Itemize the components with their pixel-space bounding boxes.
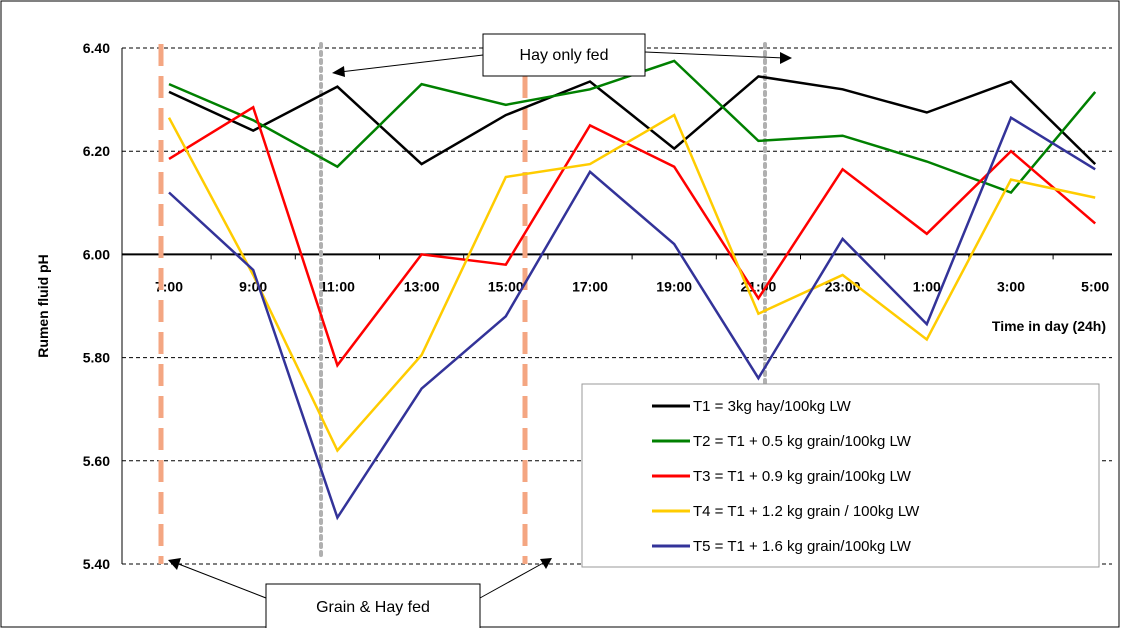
y-tick-label: 5.40: [83, 556, 110, 572]
grain-hay-label: Grain & Hay fed: [316, 599, 430, 616]
series-line-t4: [167, 113, 1096, 453]
feeding-period-markers: [158, 42, 767, 564]
series-lines: [167, 59, 1097, 521]
y-tick-label: 6.20: [83, 143, 110, 159]
hay-arrow-left: [339, 54, 484, 73]
x-tick-label: 9:00: [239, 278, 267, 294]
x-axis-label: Time in day (24h): [992, 318, 1106, 334]
grain-arrowhead-right: [540, 558, 552, 569]
series-line-t5: [168, 115, 1096, 521]
legend-label-t5: T5 = T1 + 1.6 kg grain/100kg LW: [693, 538, 912, 555]
hay-only-label: Hay only fed: [520, 47, 609, 64]
y-tick-label: 5.80: [83, 350, 110, 366]
x-tick-label: 5:00: [1081, 278, 1109, 294]
x-tick-label: 19:00: [656, 278, 692, 294]
x-tick-label: 1:00: [913, 278, 941, 294]
x-tick-label: 15:00: [488, 278, 524, 294]
series-line-t3: [168, 105, 1097, 368]
grain-hay-box: [265, 583, 481, 628]
x-tick-label: 3:00: [997, 278, 1025, 294]
series-line-t1: [168, 75, 1097, 166]
y-tick-label: 5.60: [83, 453, 110, 469]
grain-arrow-left: [175, 562, 267, 599]
y-axis-label: Rumen fluid pH: [35, 254, 51, 357]
y-tick-label: 6.40: [83, 40, 110, 56]
legend-label-t4: T4 = T1 + 1.2 kg grain / 100kg LW: [693, 503, 920, 520]
legend-label-t2: T2 = T1 + 0.5 kg grain/100kg LW: [693, 433, 912, 450]
x-tick-label: 13:00: [404, 278, 440, 294]
legend-label-t1: T1 = 3kg hay/100kg LW: [693, 398, 852, 415]
legend-label-t3: T3 = T1 + 0.9 kg grain/100kg LW: [693, 468, 912, 485]
annotations: Hay only fed Grain & Hay fed: [168, 33, 792, 628]
hay-arrowhead-left: [332, 66, 345, 77]
legend: T1 = 3kg hay/100kg LW T2 = T1 + 0.5 kg gr…: [581, 383, 1100, 568]
gridlines: [121, 47, 1112, 565]
hay-only-box: [482, 33, 646, 77]
x-tick-label: 17:00: [572, 278, 608, 294]
y-tick-label: 6.00: [83, 246, 110, 262]
grain-arrowhead-left: [168, 558, 181, 570]
hay-arrowhead-right: [780, 52, 792, 64]
hay-arrow-right: [644, 51, 785, 59]
grain-arrow-right: [479, 561, 546, 599]
y-axis-ticks: 5.40 5.60 5.80 6.00 6.20 6.40: [83, 40, 110, 572]
x-tick-label: 11:00: [320, 278, 355, 294]
